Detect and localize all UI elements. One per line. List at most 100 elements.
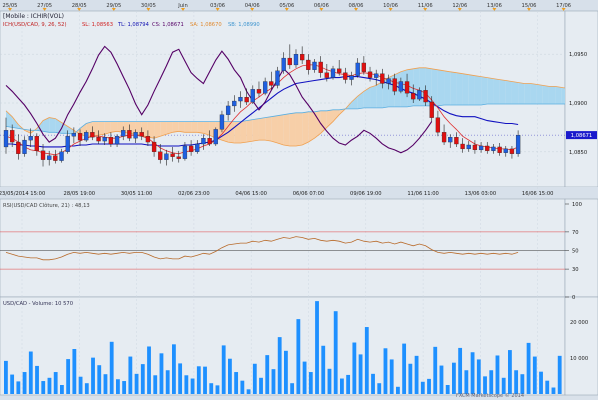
cloud-segment (481, 76, 488, 105)
volume-bar (265, 355, 270, 394)
volume-bar (252, 363, 257, 394)
bear-candle (429, 101, 434, 118)
volume-bar (402, 343, 407, 394)
senkou-span-a-line (5, 67, 565, 147)
volume-bar (501, 377, 506, 394)
bull-candle (466, 144, 471, 150)
bear-candle (16, 141, 21, 154)
cloud-segment (487, 77, 494, 104)
volume-label: USD/CAD - Volume: 10 570 (3, 301, 73, 307)
date-flag-marker (388, 8, 393, 11)
chart-header-title: [Mobile : ICHIR(VOL) (3, 13, 64, 20)
volume-bar (259, 377, 263, 394)
top-date-ribbon (0, 0, 598, 11)
bear-candle (108, 137, 114, 145)
top-date-label: 17/06 (556, 3, 571, 9)
volume-bar (302, 361, 307, 394)
bear-candle (343, 72, 348, 80)
volume-bar (91, 357, 95, 394)
x-axis-date-label: 16/06 15:00 (522, 191, 554, 197)
volume-bar (452, 362, 456, 394)
cloud-segment (258, 117, 266, 141)
top-date-label: 12/06 (452, 3, 467, 9)
volume-bar (396, 386, 400, 394)
volume-bar (196, 366, 201, 394)
bear-candle (380, 73, 385, 84)
date-axis-strip (0, 187, 598, 198)
cloud-segment (505, 80, 512, 104)
volume-bar (445, 385, 450, 394)
top-date-label: Juin (177, 3, 188, 9)
current-price-tag (566, 131, 597, 140)
bear-candle (127, 130, 132, 139)
volume-bar (352, 342, 357, 394)
bull-candle (491, 146, 496, 151)
date-flag-marker (42, 8, 47, 11)
cloud-segment (302, 111, 309, 145)
volume-bar (520, 374, 525, 394)
cloud-segment (363, 87, 371, 108)
cloud-segment (172, 121, 179, 133)
volume-bar (60, 385, 64, 394)
watermark: FXCM Marketscope © 2014 (456, 392, 524, 399)
ichimoku-cloud (6, 67, 565, 146)
volume-axis-label: 10 000 (570, 356, 588, 362)
cloud-segment (36, 120, 44, 132)
date-flag-marker (284, 8, 289, 11)
bear-candle (300, 54, 305, 61)
bear-candle (306, 59, 311, 70)
volume-bar (122, 381, 127, 394)
rsi-panel[interactable] (0, 198, 566, 298)
rsi-line (5, 236, 519, 261)
sa-value: SA: 1,08670 (190, 22, 222, 28)
cloud-segment (333, 109, 340, 122)
bull-candle (182, 145, 188, 159)
bull-candle (250, 89, 255, 103)
date-flag-marker (527, 8, 531, 11)
volume-bar (84, 383, 89, 394)
volume-bar (4, 360, 8, 394)
cloud-segment (450, 71, 457, 105)
volume-bar (209, 383, 214, 394)
cloud-segment (548, 86, 556, 104)
volume-bar (35, 365, 39, 394)
volume-bar (234, 372, 239, 394)
cloud-segment (117, 121, 124, 133)
date-flag-marker (146, 8, 151, 11)
bull-candle (349, 75, 354, 80)
cloud-segment (147, 121, 155, 139)
volume-bar (539, 371, 543, 394)
volume-bar (408, 363, 413, 394)
bull-candle (355, 62, 360, 76)
ichimoku-indicator-label: ICH(USD/CAD, 9, 26, 52) (3, 22, 67, 28)
bear-candle (361, 62, 367, 72)
bear-candle (454, 137, 459, 145)
bear-candle (158, 151, 163, 160)
date-flag-marker (250, 8, 255, 11)
bear-candle (256, 89, 262, 94)
cloud-segment (357, 91, 364, 109)
date-flag-marker (8, 8, 12, 11)
cloud-segment (468, 74, 475, 105)
price-axis-label: 1,0950 (569, 52, 587, 58)
cloud-segment (437, 69, 445, 106)
date-flag-marker (215, 8, 220, 11)
volume-bar (464, 370, 469, 394)
rsi-axis-label: 0 (572, 295, 575, 301)
cloud-segment (197, 121, 204, 134)
volume-bar (358, 354, 363, 394)
volume-bar (165, 370, 170, 394)
bull-candle (3, 130, 9, 148)
bull-candle (65, 136, 70, 152)
volume-bar (383, 348, 388, 394)
bear-candle (244, 96, 249, 103)
cloud-segment (283, 113, 290, 146)
bear-candle (53, 155, 58, 161)
volume-bar (190, 378, 195, 394)
cloud-segment (110, 121, 118, 133)
top-date-label: 04/06 (245, 3, 260, 9)
x-axis-date-label: 13/06 03:00 (465, 191, 497, 197)
cloud-segment (12, 116, 19, 129)
cloud-segment (228, 121, 235, 144)
cloud-segment (530, 83, 537, 104)
